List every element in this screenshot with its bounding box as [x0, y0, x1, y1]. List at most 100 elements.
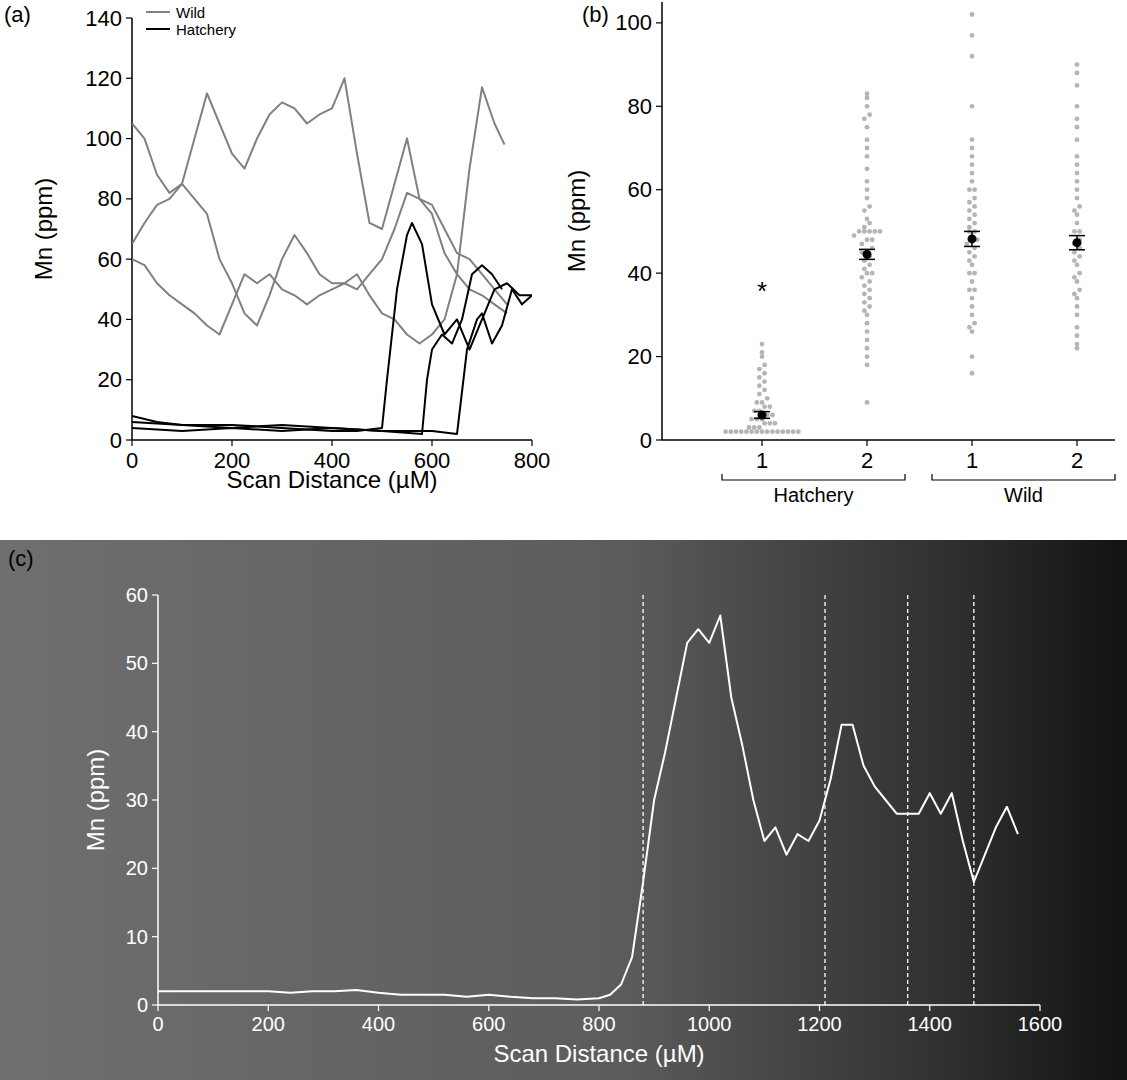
tick: [378, 1005, 379, 1011]
point: [775, 429, 780, 434]
point: [870, 237, 875, 242]
point: [867, 279, 872, 284]
point: [865, 217, 870, 222]
point: [770, 413, 775, 418]
point: [967, 325, 972, 330]
point: [757, 367, 762, 372]
reference-line: [907, 595, 908, 1005]
point: [865, 329, 870, 334]
legend-label: Wild: [176, 4, 205, 21]
point: [865, 363, 870, 368]
tick: [131, 440, 132, 446]
point: [757, 425, 762, 430]
point: [728, 429, 733, 434]
point: [762, 371, 767, 376]
point: [752, 408, 757, 413]
point: [967, 208, 972, 213]
tick-label: 200: [252, 1013, 285, 1035]
point: [762, 404, 767, 409]
point: [970, 33, 975, 38]
tick: [157, 1005, 158, 1011]
point: [1075, 342, 1080, 347]
tick: [152, 731, 158, 732]
tick: [152, 594, 158, 595]
point: [970, 54, 975, 59]
point: [867, 296, 872, 301]
point: [872, 229, 877, 234]
point: [1075, 62, 1080, 67]
tick: [126, 259, 132, 260]
tick: [126, 138, 132, 139]
point: [970, 146, 975, 151]
point: [970, 171, 975, 176]
tick: [656, 356, 662, 357]
point: [760, 350, 765, 355]
point: [852, 233, 857, 238]
point: [970, 279, 975, 284]
point: [865, 271, 870, 276]
point: [970, 354, 975, 359]
point: [865, 346, 870, 351]
tick-label: 1200: [797, 1013, 842, 1035]
tick: [761, 440, 762, 446]
point: [767, 404, 772, 409]
point: [1075, 304, 1080, 309]
tick: [126, 439, 132, 440]
point: [970, 262, 975, 267]
point: [867, 229, 872, 234]
tick-label: 1400: [908, 1013, 953, 1035]
point: [762, 388, 767, 393]
series-line: [132, 78, 505, 274]
point: [762, 379, 767, 384]
series-line: [132, 265, 502, 434]
tick-label: 0: [126, 448, 138, 473]
point: [865, 166, 870, 171]
point: [865, 321, 870, 326]
mean-marker: [863, 250, 872, 259]
tick-label: 80: [98, 186, 122, 211]
point: [867, 221, 872, 226]
point: [1075, 196, 1080, 201]
point: [1075, 212, 1080, 217]
tick-label: 60: [628, 177, 652, 202]
error-bar-cap: [1069, 235, 1085, 237]
point: [1072, 292, 1077, 297]
point: [970, 371, 975, 376]
point: [1075, 312, 1080, 317]
point: [862, 116, 867, 121]
point: [867, 304, 872, 309]
series-line: [132, 289, 532, 434]
point: [865, 146, 870, 151]
point: [791, 429, 796, 434]
point: [867, 287, 872, 292]
point: [865, 125, 870, 130]
tick: [126, 78, 132, 79]
plot-area: [723, 12, 1085, 434]
axis-line: [662, 439, 1115, 441]
point: [967, 250, 972, 255]
point: [1075, 104, 1080, 109]
point: [770, 429, 775, 434]
axis-title: Scan Distance (µM): [226, 466, 437, 493]
group-label: Hatchery: [773, 484, 853, 506]
point: [970, 154, 975, 159]
tick: [656, 189, 662, 190]
legend-label: Hatchery: [176, 21, 237, 38]
point: [865, 237, 870, 242]
point: [970, 104, 975, 109]
category-label: 1: [966, 448, 978, 473]
point: [757, 375, 762, 380]
figure: 0204060801001201400200400600800WildHatch…: [0, 0, 1127, 1080]
point: [870, 271, 875, 276]
axis-title: Mn (ppm): [30, 178, 57, 281]
tick-label: 10: [126, 926, 148, 948]
point: [972, 287, 977, 292]
point: [972, 204, 977, 209]
point: [972, 196, 977, 201]
point: [760, 429, 765, 434]
point: [762, 363, 767, 368]
point: [865, 196, 870, 201]
tick-label: 100: [615, 10, 652, 35]
point: [970, 12, 975, 17]
point: [878, 229, 883, 234]
